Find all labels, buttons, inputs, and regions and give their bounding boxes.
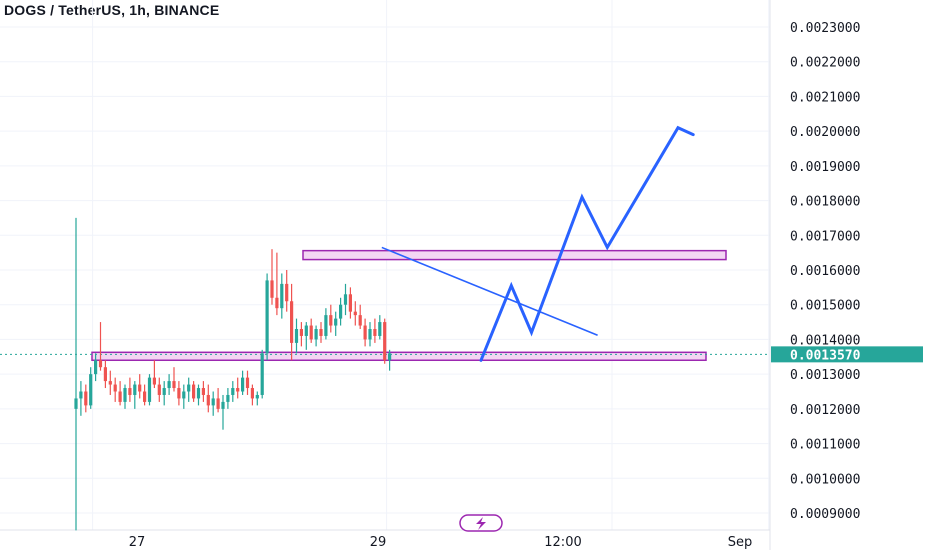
candle-body: [221, 401, 225, 409]
candle-body: [211, 398, 215, 406]
zones: [91, 249, 727, 362]
candle-body: [348, 294, 352, 312]
price-tick-label: 0.0014000: [790, 333, 860, 348]
candle-body: [187, 384, 191, 392]
price-tick-label: 0.0011000: [790, 438, 860, 453]
candle-body: [260, 353, 264, 395]
candle-body: [353, 311, 357, 316]
candle-body: [103, 367, 107, 382]
candle-body: [231, 388, 235, 395]
price-tick-label: 0.0019000: [790, 160, 860, 175]
price-tick-label: 0.0023000: [790, 21, 860, 36]
candle-body: [314, 329, 318, 340]
candle-body: [94, 360, 98, 375]
candle-body: [147, 377, 152, 402]
candle-body: [290, 301, 294, 343]
candle-body: [250, 388, 254, 399]
price-tick-label: 0.0009000: [790, 507, 860, 522]
candle-body: [113, 384, 117, 392]
price-tick-label: 0.0015000: [790, 299, 860, 314]
candle-body: [319, 329, 323, 336]
candle-body: [324, 315, 328, 336]
candle-body: [334, 318, 338, 326]
candle-body: [255, 394, 259, 399]
time-tick-label: 12:00: [544, 535, 581, 550]
candle-body: [177, 388, 181, 399]
candle-body: [162, 388, 166, 395]
candle-body: [383, 322, 387, 361]
price-tick-label: 0.0012000: [790, 403, 860, 418]
candle-body: [358, 315, 362, 326]
candle-body: [143, 391, 147, 402]
candle-body: [118, 391, 122, 402]
projection-path[interactable]: [479, 125, 695, 362]
candles: [74, 217, 392, 531]
candle-body: [294, 329, 299, 343]
candle-body: [192, 384, 196, 399]
candle-body: [133, 384, 137, 395]
price-tick-label: 0.0016000: [790, 264, 860, 279]
candle-body: [275, 297, 279, 309]
candle-body: [309, 325, 313, 340]
price-tick-label: 0.0021000: [790, 90, 860, 105]
candle-body: [339, 304, 343, 319]
candle-body: [89, 374, 93, 406]
time-axis: 27 29 12:00 Sep: [129, 535, 753, 550]
candle-body: [167, 381, 171, 389]
candle-body: [138, 384, 142, 392]
price-tick-label: 0.0018000: [790, 195, 860, 210]
candle-body: [329, 315, 333, 326]
grid: [0, 0, 770, 530]
resistance-zone[interactable]: [302, 249, 727, 261]
candle-body: [152, 377, 156, 385]
candle-body: [201, 388, 205, 395]
candle-body: [280, 283, 284, 309]
price-tick-label: 0.0017000: [790, 229, 860, 244]
candle-body: [157, 384, 161, 395]
candle-body: [226, 394, 230, 402]
candle-body: [245, 377, 250, 389]
candle-body: [216, 398, 220, 409]
trendline[interactable]: [381, 246, 598, 337]
candle-body: [388, 353, 392, 361]
candle-body: [182, 391, 186, 399]
candle-body: [108, 381, 112, 385]
lightning-icon[interactable]: [459, 514, 503, 532]
candle-body: [84, 391, 88, 406]
chart-title: DOGS / TetherUS, 1h, BINANCE: [4, 2, 220, 18]
candle-body: [373, 329, 377, 336]
candle-body: [128, 388, 132, 395]
candle-body: [265, 280, 269, 354]
price-tick-label: 0.0010000: [790, 472, 860, 487]
candle-body: [172, 381, 176, 389]
candle-body: [206, 394, 210, 406]
candle-body: [79, 391, 83, 399]
current-price-label: 0.0013570: [790, 348, 861, 363]
time-tick-label: 29: [370, 535, 387, 550]
candle-body: [123, 388, 127, 402]
candle-body: [368, 329, 372, 340]
candle-body: [285, 283, 289, 302]
time-tick-label: 27: [129, 535, 146, 550]
time-tick-label: Sep: [728, 535, 753, 550]
candle-body: [299, 329, 303, 336]
current-price-badge: [771, 346, 923, 363]
price-axis: 0.0023000 0.0022000 0.0021000 0.0020000 0.00…: [790, 21, 860, 522]
candle-body: [236, 388, 240, 392]
candle-body: [98, 360, 103, 368]
candle-body: [378, 322, 382, 336]
candle-body: [343, 294, 348, 305]
price-tick-label: 0.0020000: [790, 125, 860, 140]
candle-body: [270, 280, 274, 298]
candle-body: [196, 388, 201, 399]
candle-body: [241, 377, 245, 392]
support-zone[interactable]: [91, 351, 707, 362]
price-tick-label: 0.0013000: [790, 368, 860, 383]
candle-body: [304, 325, 308, 336]
candle-body: [74, 398, 78, 409]
price-tick-label: 0.0022000: [790, 56, 860, 71]
candle-body: [363, 325, 367, 340]
